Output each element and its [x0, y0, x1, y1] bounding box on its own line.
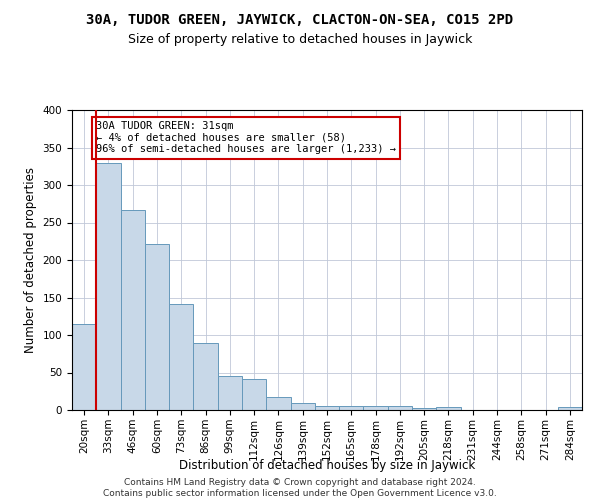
Y-axis label: Number of detached properties: Number of detached properties: [24, 167, 37, 353]
Bar: [290, 403, 315, 410]
Bar: [193, 342, 218, 410]
Bar: [388, 406, 412, 410]
Bar: [315, 406, 339, 410]
Bar: [339, 406, 364, 410]
Bar: [96, 162, 121, 410]
Bar: [145, 244, 169, 410]
Bar: [169, 304, 193, 410]
Text: Size of property relative to detached houses in Jaywick: Size of property relative to detached ho…: [128, 32, 472, 46]
Bar: [242, 379, 266, 410]
Text: Distribution of detached houses by size in Jaywick: Distribution of detached houses by size …: [179, 460, 475, 472]
Bar: [364, 406, 388, 410]
Bar: [218, 376, 242, 410]
Bar: [558, 407, 582, 410]
Bar: [121, 210, 145, 410]
Bar: [266, 396, 290, 410]
Text: 30A, TUDOR GREEN, JAYWICK, CLACTON-ON-SEA, CO15 2PD: 30A, TUDOR GREEN, JAYWICK, CLACTON-ON-SE…: [86, 12, 514, 26]
Text: 30A TUDOR GREEN: 31sqm
← 4% of detached houses are smaller (58)
96% of semi-deta: 30A TUDOR GREEN: 31sqm ← 4% of detached …: [96, 121, 396, 154]
Bar: [72, 324, 96, 410]
Text: Contains HM Land Registry data © Crown copyright and database right 2024.
Contai: Contains HM Land Registry data © Crown c…: [103, 478, 497, 498]
Bar: [436, 407, 461, 410]
Bar: [412, 408, 436, 410]
